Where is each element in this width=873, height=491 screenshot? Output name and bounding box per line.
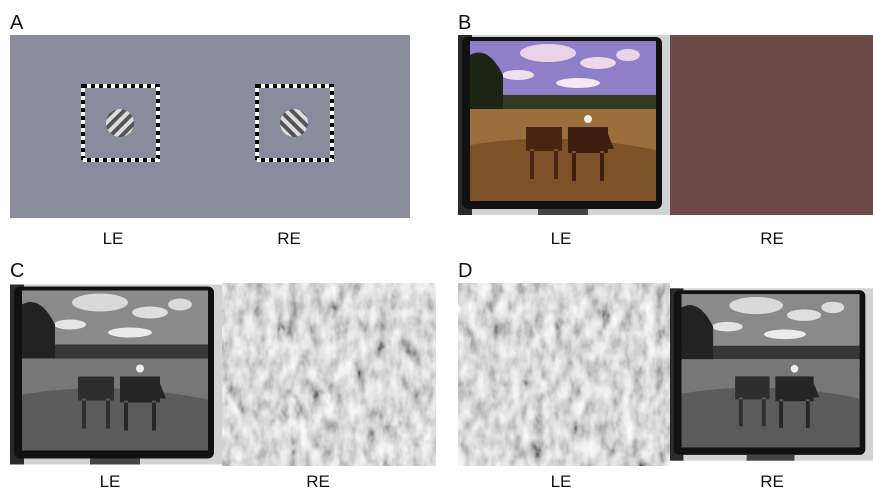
eye-label: LE: [100, 472, 121, 491]
panel-label: B: [458, 12, 471, 34]
uniform-field: [670, 35, 873, 215]
panel-label: A: [10, 12, 24, 34]
scene-image: [670, 288, 873, 460]
eye-label: RE: [760, 472, 784, 491]
eye-label: LE: [551, 472, 572, 491]
page: A LE RE B LE RE C LE RE D LE RE (() => {…: [0, 0, 873, 491]
panel-label: D: [458, 260, 472, 282]
eye-label: RE: [306, 472, 330, 491]
figure: A LE RE B LE RE C LE RE D LE RE: [0, 0, 873, 491]
panel-label: C: [10, 260, 24, 282]
eye-label: LE: [551, 229, 572, 248]
eye-label: RE: [277, 229, 301, 248]
eye-label: LE: [103, 229, 124, 248]
scene-image: [10, 285, 222, 465]
noise-image: [458, 283, 670, 466]
stimulus-background: [10, 35, 410, 218]
scene-image: [458, 35, 670, 215]
grating: [280, 109, 308, 137]
grating: [106, 109, 134, 137]
noise-image: [222, 283, 436, 466]
eye-label: RE: [760, 229, 784, 248]
